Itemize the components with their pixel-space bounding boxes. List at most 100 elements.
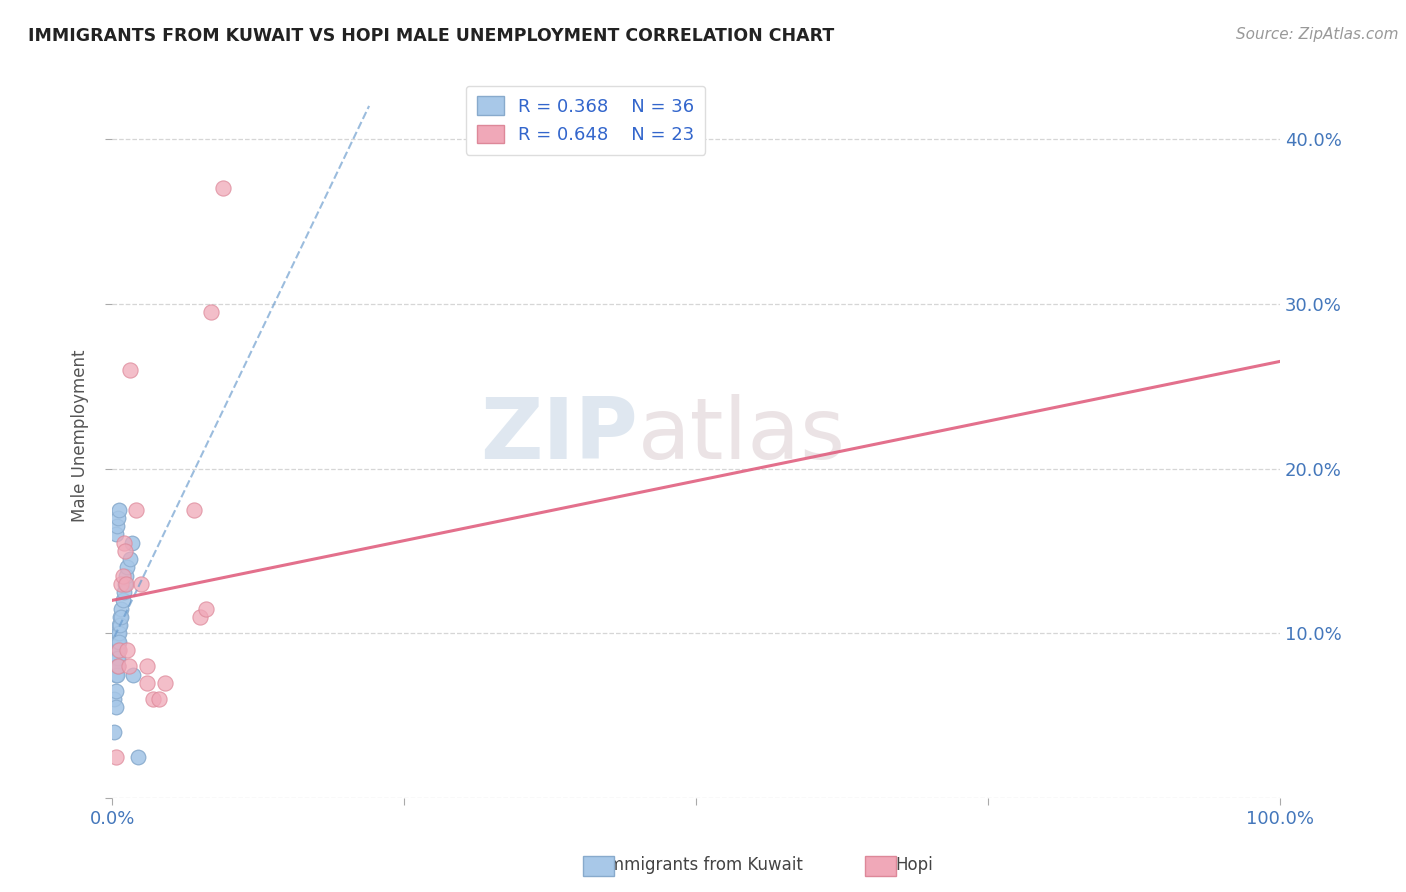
Text: Source: ZipAtlas.com: Source: ZipAtlas.com xyxy=(1236,27,1399,42)
Point xyxy=(107,659,129,673)
Point xyxy=(105,519,128,533)
Point xyxy=(148,692,170,706)
Point xyxy=(114,544,136,558)
Point xyxy=(131,577,153,591)
Point xyxy=(112,535,135,549)
Point xyxy=(105,667,128,681)
Point xyxy=(117,642,139,657)
Point xyxy=(104,651,127,665)
Point xyxy=(110,601,132,615)
Point xyxy=(108,502,131,516)
Point xyxy=(104,667,127,681)
Point xyxy=(103,725,125,739)
Point xyxy=(104,750,127,764)
Point xyxy=(107,634,129,648)
Point xyxy=(104,651,127,665)
Point xyxy=(200,305,222,319)
Point xyxy=(110,610,132,624)
Point xyxy=(108,626,131,640)
Point xyxy=(122,667,145,681)
Point xyxy=(103,725,125,739)
Point xyxy=(107,634,129,648)
Point xyxy=(107,642,129,657)
Point xyxy=(107,651,129,665)
Point xyxy=(107,511,129,525)
Point xyxy=(108,618,131,632)
Point xyxy=(122,667,145,681)
Point xyxy=(212,181,235,195)
Point xyxy=(107,651,129,665)
Point xyxy=(107,659,129,673)
Point xyxy=(105,651,128,665)
Y-axis label: Male Unemployment: Male Unemployment xyxy=(72,350,89,522)
Point xyxy=(105,659,128,673)
Point xyxy=(124,502,146,516)
Point xyxy=(117,659,139,673)
Point xyxy=(105,519,128,533)
Point xyxy=(127,750,149,764)
Point xyxy=(108,634,131,648)
Point xyxy=(108,626,131,640)
Point xyxy=(105,659,128,673)
Point xyxy=(110,610,132,624)
Text: Hopi: Hopi xyxy=(896,856,932,874)
Point xyxy=(110,610,132,624)
Point xyxy=(127,750,149,764)
Point xyxy=(111,593,134,607)
Point xyxy=(142,692,165,706)
Point xyxy=(105,642,128,657)
Legend: R = 0.368    N = 36, R = 0.648    N = 23: R = 0.368 N = 36, R = 0.648 N = 23 xyxy=(465,86,706,155)
Point xyxy=(105,651,128,665)
Point xyxy=(121,535,143,549)
Point xyxy=(121,535,143,549)
Point xyxy=(110,618,132,632)
Point xyxy=(104,684,127,698)
Point xyxy=(103,692,125,706)
Point xyxy=(105,634,128,648)
Point xyxy=(153,675,176,690)
Point xyxy=(136,659,159,673)
Point xyxy=(183,502,205,516)
Point xyxy=(115,568,138,582)
Point xyxy=(107,626,129,640)
Point xyxy=(188,610,211,624)
Point xyxy=(104,667,127,681)
Point xyxy=(118,552,141,566)
Point xyxy=(136,675,159,690)
Point xyxy=(104,527,127,541)
Point xyxy=(108,642,131,657)
Point xyxy=(110,577,132,591)
Point xyxy=(115,568,138,582)
Point xyxy=(114,577,136,591)
Point xyxy=(107,511,129,525)
Point xyxy=(105,667,128,681)
Point xyxy=(108,502,131,516)
Text: IMMIGRANTS FROM KUWAIT VS HOPI MALE UNEMPLOYMENT CORRELATION CHART: IMMIGRANTS FROM KUWAIT VS HOPI MALE UNEM… xyxy=(28,27,834,45)
Point xyxy=(104,700,127,714)
Point xyxy=(114,577,136,591)
Point xyxy=(107,659,129,673)
Text: Immigrants from Kuwait: Immigrants from Kuwait xyxy=(603,856,803,874)
Point xyxy=(117,560,139,574)
Point xyxy=(112,585,135,599)
Point xyxy=(118,362,141,376)
Point xyxy=(104,684,127,698)
Point xyxy=(112,585,135,599)
Point xyxy=(105,634,128,648)
Point xyxy=(115,577,138,591)
Point xyxy=(110,601,132,615)
Point xyxy=(110,610,132,624)
Point xyxy=(110,618,132,632)
Point xyxy=(103,692,125,706)
Point xyxy=(108,618,131,632)
Point xyxy=(111,593,134,607)
Point xyxy=(194,601,217,615)
Point xyxy=(104,700,127,714)
Point xyxy=(118,552,141,566)
Text: ZIP: ZIP xyxy=(479,394,638,477)
Point xyxy=(117,560,139,574)
Point xyxy=(104,527,127,541)
Text: atlas: atlas xyxy=(638,394,846,477)
Point xyxy=(107,626,129,640)
Point xyxy=(108,634,131,648)
